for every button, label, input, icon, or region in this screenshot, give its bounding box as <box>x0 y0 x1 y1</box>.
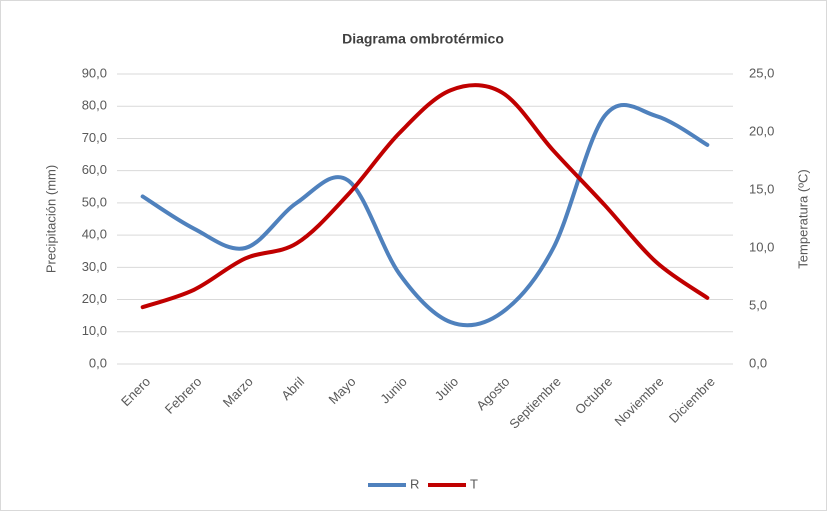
y2-tick-label: 10,0 <box>749 239 774 254</box>
y-tick-label: 80,0 <box>82 98 107 113</box>
y-tick-label: 20,0 <box>82 291 107 306</box>
y2-axis-title: Temperatura (ºC) <box>795 169 810 268</box>
y2-tick-label: 15,0 <box>749 181 774 196</box>
legend-label: T <box>470 476 478 491</box>
y-tick-label: 10,0 <box>82 323 107 338</box>
y-tick-label: 0,0 <box>89 355 107 370</box>
y-tick-label: 70,0 <box>82 130 107 145</box>
y-tick-label: 90,0 <box>82 65 107 80</box>
y2-tick-label: 20,0 <box>749 123 774 138</box>
y2-tick-label: 5,0 <box>749 297 767 312</box>
y2-tick-label: 25,0 <box>749 65 774 80</box>
series-line <box>140 83 710 310</box>
y-axis-title: Precipitación (mm) <box>43 165 58 273</box>
y-tick-label: 40,0 <box>82 227 107 242</box>
series-line <box>140 103 710 328</box>
legend-label: R <box>410 476 419 491</box>
y-tick-label: 50,0 <box>82 194 107 209</box>
chart-title: Diagrama ombrotérmico <box>342 31 504 47</box>
y-tick-label: 30,0 <box>82 259 107 274</box>
y2-tick-label: 0,0 <box>749 355 767 370</box>
y-tick-label: 60,0 <box>82 162 107 177</box>
